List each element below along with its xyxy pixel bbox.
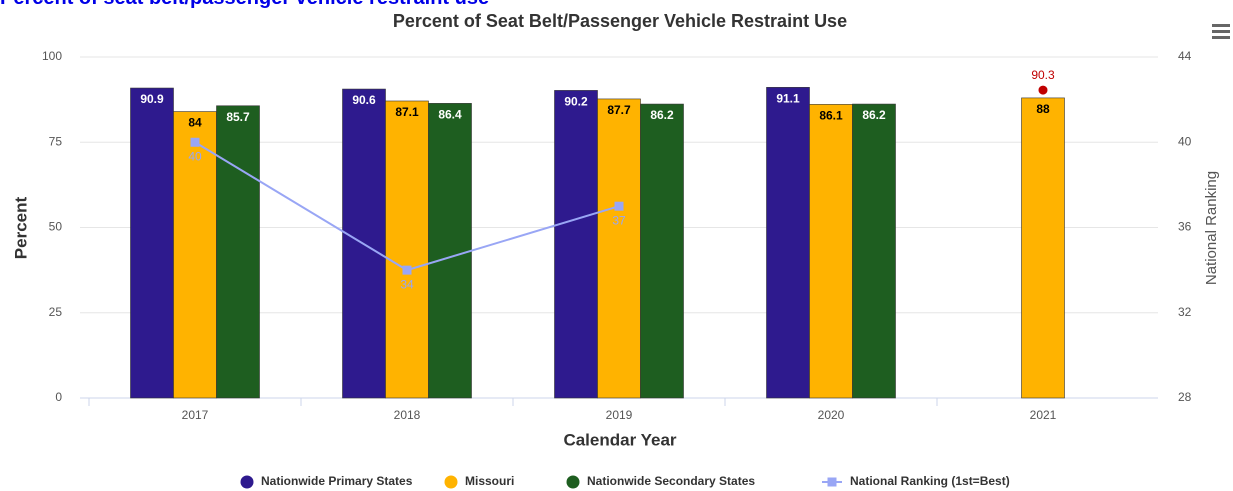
y2-tick-label: 40 [1178,134,1192,148]
y-tick-label: 75 [49,134,63,148]
y-tick-label: 100 [42,49,62,63]
ranking-label: 37 [612,213,626,227]
menu-icon[interactable] [1212,24,1230,39]
y-tick-label: 0 [55,390,62,404]
bar-value-label: 86.4 [438,108,462,122]
legend-symbol [566,475,580,489]
bar [640,103,684,399]
x-tick-label: 2019 [606,408,633,422]
legend-label: Nationwide Secondary States [587,474,755,488]
bar [597,98,641,399]
bar-value-label: 90.2 [564,95,588,109]
bar-value-label: 85.7 [226,110,250,124]
ranking-label: 34 [400,277,414,291]
y-tick-label: 25 [49,305,63,319]
x-tick-label: 2021 [1030,408,1057,422]
bar-value-label: 90.9 [140,92,164,106]
bar-value-label: 87.7 [607,103,631,117]
y2-tick-label: 32 [1178,305,1192,319]
ranking-marker [402,265,412,275]
bar-value-label: 86.2 [862,108,886,122]
ranking-marker [190,137,200,147]
y2-tick-label: 44 [1178,49,1192,63]
legend-label: Missouri [465,474,514,488]
bar [554,90,598,399]
bar [385,100,429,399]
bar [216,105,260,399]
x-tick-label: 2018 [394,408,421,422]
y2-tick-label: 28 [1178,390,1192,404]
y-axis-label: Percent [11,196,30,259]
bar [173,111,217,399]
bar [852,103,896,399]
bar [766,87,810,399]
x-tick-label: 2020 [818,408,845,422]
y-tick-label: 50 [49,220,63,234]
bar [130,87,174,399]
x-axis-label: Calendar Year [563,430,676,449]
bar-value-label: 86.2 [650,108,674,122]
ranking-marker [614,201,624,211]
legend-symbol [444,475,458,489]
y2-axis-label: National Ranking [1203,171,1220,285]
bar [809,104,853,399]
bar-value-label: 87.1 [395,105,419,119]
annotation-point [1038,85,1048,95]
bar [428,103,472,399]
bar-value-label: 90.6 [352,93,376,107]
legend-symbol [827,477,837,487]
x-tick-label: 2017 [182,408,209,422]
bar-value-label: 84 [188,116,202,130]
legend-label: National Ranking (1st=Best) [850,474,1010,488]
page-heading: Percent of seat belt/passenger vehicle r… [0,0,489,10]
bar-value-label: 88 [1036,102,1050,116]
bar-value-label: 91.1 [776,92,800,106]
ranking-label: 40 [188,149,202,163]
chart-title: Percent of Seat Belt/Passenger Vehicle R… [393,11,847,31]
legend-label: Nationwide Primary States [261,474,413,488]
legend-symbol [240,475,254,489]
y2-tick-label: 36 [1178,220,1192,234]
bar [1021,97,1065,399]
annotation-label: 90.3 [1031,68,1055,82]
bar-value-label: 86.1 [819,109,843,123]
